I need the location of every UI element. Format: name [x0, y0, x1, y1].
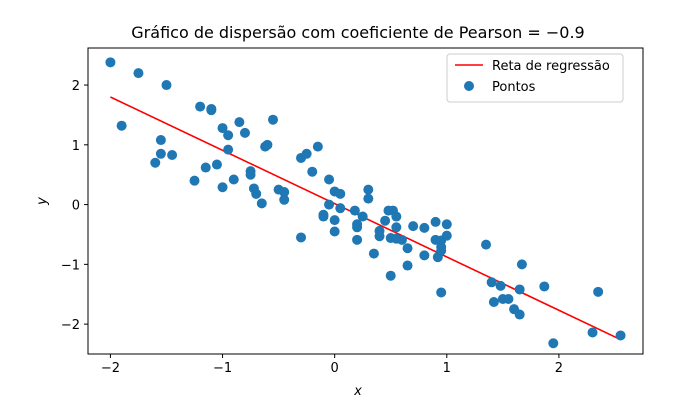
- y-tick-label: −2: [61, 318, 80, 333]
- y-tick-label: −1: [61, 258, 80, 273]
- x-tick-label: −1: [213, 361, 232, 376]
- scatter-point: [234, 117, 245, 128]
- scatter-point: [402, 260, 413, 271]
- x-tick-label: 2: [555, 361, 563, 376]
- scatter-point: [548, 338, 559, 349]
- scatter-point: [514, 284, 525, 295]
- scatter-point: [419, 222, 430, 233]
- scatter-point: [150, 157, 161, 168]
- scatter-point: [363, 193, 374, 204]
- y-axis-ticks: −2 −1 0 1 2: [61, 79, 88, 333]
- scatter-point: [380, 215, 391, 226]
- scatter-point: [349, 205, 360, 216]
- legend-label-regression: Reta de regressão: [492, 59, 610, 74]
- scatter-point: [161, 80, 172, 91]
- scatter-point: [335, 203, 346, 214]
- y-axis-label: y: [35, 197, 50, 206]
- scatter-point: [133, 68, 144, 79]
- scatter-point: [615, 330, 626, 341]
- scatter-point: [488, 297, 499, 308]
- chart-title: Gráfico de dispersão com coeficiente de …: [131, 23, 584, 42]
- y-tick-label: 0: [72, 199, 80, 214]
- scatter-point: [262, 139, 273, 150]
- x-tick-label: 0: [331, 361, 339, 376]
- x-tick-label: −2: [101, 361, 120, 376]
- scatter-point: [312, 141, 323, 152]
- scatter-point: [481, 239, 492, 250]
- scatter-point: [587, 327, 598, 338]
- scatter-point: [329, 226, 340, 237]
- scatter-point: [374, 231, 385, 242]
- legend-box: [446, 53, 624, 103]
- scatter-point: [363, 184, 374, 195]
- scatter-point: [307, 166, 318, 177]
- x-axis-ticks: −2 −1 0 1 2: [101, 354, 563, 376]
- scatter-point: [200, 162, 211, 173]
- scatter-point: [441, 219, 452, 230]
- scatter-point: [329, 215, 340, 226]
- scatter-point: [593, 286, 604, 297]
- scatter-point: [155, 135, 166, 146]
- scatter-point: [116, 120, 127, 131]
- scatter-point: [223, 144, 234, 155]
- scatter-point: [436, 245, 447, 256]
- scatter-point: [514, 309, 525, 320]
- scatter-point: [324, 174, 335, 185]
- scatter-point: [251, 188, 262, 199]
- scatter-point: [503, 294, 514, 305]
- scatter-point: [279, 187, 290, 198]
- scatter-point: [383, 205, 394, 216]
- scatter-point: [408, 221, 419, 232]
- x-axis-label: x: [353, 384, 362, 399]
- scatter-point: [239, 127, 250, 138]
- scatter-point: [335, 188, 346, 199]
- scatter-point: [368, 248, 379, 259]
- scatter-point: [279, 194, 290, 205]
- scatter-point: [245, 169, 256, 180]
- plot-frame: [87, 47, 644, 355]
- scatter-point: [352, 222, 363, 233]
- scatter-point: [430, 216, 441, 227]
- scatter-point: [352, 234, 363, 245]
- scatter-point: [217, 123, 228, 134]
- scatter-point: [268, 114, 278, 125]
- scatter-point: [318, 209, 329, 220]
- scatter-point: [436, 287, 447, 298]
- scatter-point: [256, 198, 267, 209]
- scatter-point: [301, 148, 312, 159]
- plot-area: [105, 57, 626, 349]
- scatter-point: [441, 230, 452, 241]
- scatter-point: [228, 174, 239, 185]
- legend: Reta de regressão Pontos: [446, 53, 624, 103]
- scatter-point: [155, 148, 166, 159]
- scatter-point: [167, 149, 178, 160]
- scatter-point: [495, 280, 506, 291]
- y-tick-label: 2: [72, 79, 80, 94]
- scatter-point: [539, 281, 550, 292]
- scatter-point: [324, 199, 335, 210]
- scatter-point: [223, 130, 234, 141]
- legend-point-swatch: [464, 81, 474, 91]
- scatter-point: [391, 211, 402, 222]
- x-tick-label: 1: [443, 361, 451, 376]
- scatter-point: [391, 222, 402, 233]
- scatter-point: [206, 105, 217, 116]
- y-tick-label: 1: [72, 139, 80, 154]
- scatter-point: [217, 182, 228, 193]
- legend-label-points: Pontos: [492, 80, 536, 95]
- scatter-point: [419, 250, 430, 261]
- scatter-point: [211, 159, 222, 170]
- scatter-point: [516, 259, 527, 270]
- scatter-point: [396, 234, 407, 245]
- scatter-point: [402, 243, 413, 254]
- scatter-point: [296, 232, 307, 243]
- scatter-point: [486, 277, 497, 288]
- scatter-point: [195, 101, 206, 112]
- scatter-point: [357, 211, 368, 222]
- scatter-point: [105, 57, 116, 68]
- scatter-point: [385, 270, 396, 281]
- scatter-point: [189, 175, 200, 186]
